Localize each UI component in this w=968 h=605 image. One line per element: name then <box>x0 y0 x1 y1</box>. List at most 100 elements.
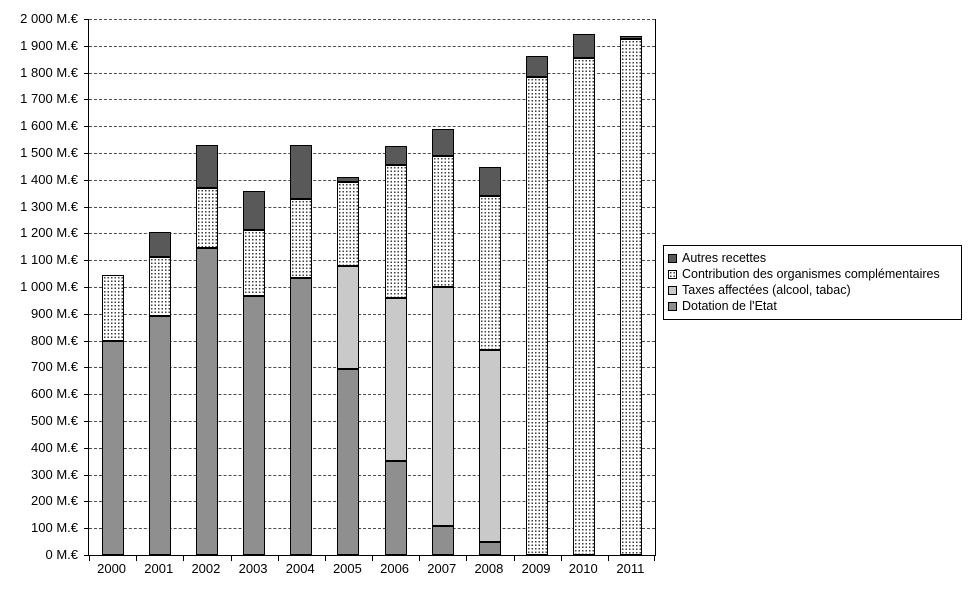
bar-segment <box>148 316 171 555</box>
x-axis-label: 2011 <box>616 561 645 576</box>
gridline <box>89 19 655 20</box>
x-axis-tick <box>419 556 421 561</box>
x-axis-tick <box>372 556 373 561</box>
bar-segment <box>573 34 596 58</box>
bar-segment <box>526 77 549 555</box>
y-axis-tick <box>84 313 89 315</box>
gridline <box>89 260 655 262</box>
bar-segment <box>431 156 454 287</box>
bar-segment <box>101 341 124 555</box>
bar-2006 <box>384 146 407 555</box>
bar-2009 <box>526 56 549 555</box>
gridline <box>89 45 655 47</box>
legend-label: Autres recettes <box>682 250 767 265</box>
y-axis-tick-label: 1 500 M.€ <box>20 145 78 160</box>
gridline <box>89 340 655 342</box>
legend-label: Dotation de l'Etat <box>682 298 777 313</box>
gridline <box>89 233 655 235</box>
gridline <box>89 287 655 288</box>
bar-segment <box>573 58 596 555</box>
y-axis-tick <box>84 19 89 20</box>
x-axis-tick <box>466 556 468 561</box>
x-axis-label: 2003 <box>238 561 268 576</box>
bar-segment <box>384 165 407 298</box>
x-axis-tick <box>513 556 515 561</box>
bar-2000 <box>101 275 124 555</box>
y-axis-tick-label: 1 100 M.€ <box>20 252 78 268</box>
bar-segment <box>148 232 171 257</box>
bar-2003 <box>243 191 266 555</box>
y-axis-tick-label: 2 000 M.€ <box>20 11 78 26</box>
bar-segment <box>290 199 313 278</box>
bar-segment <box>478 196 501 350</box>
legend-swatch <box>668 285 677 295</box>
x-axis-label: 2005 <box>332 561 362 576</box>
y-axis-tick <box>84 287 89 288</box>
x-axis: 2000 2001 2002 2003 2004 2005 2006 2007 2008 2009… <box>0 561 968 581</box>
plot-area <box>84 19 656 561</box>
y-axis-tick-label: 200 M.€ <box>31 493 78 509</box>
bar-segment <box>431 287 454 526</box>
y-axis-tick <box>84 233 89 235</box>
x-axis-label: 2007 <box>427 561 457 576</box>
bar-segment <box>290 278 313 555</box>
gridline <box>89 179 655 181</box>
legend-swatch <box>668 301 677 311</box>
y-axis-tick-label: 1 800 M.€ <box>20 64 78 80</box>
gridline <box>89 367 655 369</box>
bar-segment <box>620 39 643 555</box>
bar-segment <box>101 275 124 341</box>
y-axis-tick <box>84 153 89 154</box>
gridline <box>89 528 655 530</box>
bar-2011 <box>620 36 643 555</box>
gridline <box>89 72 655 74</box>
y-axis-tick <box>84 528 89 530</box>
x-axis-tick <box>607 556 609 561</box>
legend: Autres recettes Contribution des organism… <box>663 245 962 320</box>
y-axis-tick <box>84 260 89 262</box>
x-axis-tick <box>560 556 562 561</box>
y-axis-tick <box>84 421 89 422</box>
bar-segment <box>526 56 549 77</box>
bar-segment <box>195 248 218 555</box>
y-axis-tick <box>84 179 89 181</box>
x-axis-tick <box>183 556 185 561</box>
y-axis: 0 M.€ 100 M.€ 200 M.€ 300 M.€ 400 M.€ 500 M.€… <box>0 0 84 605</box>
bar-segment <box>195 145 218 188</box>
x-axis-tick <box>89 556 90 561</box>
y-axis-tick <box>84 474 89 476</box>
legend-label: Taxes affectées (alcool, tabac) <box>682 282 851 297</box>
y-axis-tick <box>84 447 89 449</box>
y-axis-tick-label: 1 700 M.€ <box>20 91 78 107</box>
bar-2005 <box>337 177 360 555</box>
bar-2008 <box>478 167 501 555</box>
gridline <box>89 421 655 422</box>
y-axis-tick-label: 400 M.€ <box>31 439 78 455</box>
bar-segment <box>148 257 171 316</box>
x-axis-label: 2006 <box>380 561 410 576</box>
gridline <box>89 474 655 476</box>
bar-segment <box>243 296 266 555</box>
y-axis-tick <box>84 555 89 556</box>
bar-2002 <box>195 145 218 555</box>
y-axis-tick <box>84 99 89 101</box>
bar-segment <box>290 145 313 199</box>
x-axis-label: 2001 <box>144 561 174 576</box>
gridline <box>89 126 655 128</box>
bar-segment <box>431 526 454 555</box>
y-axis-tick <box>84 501 89 503</box>
legend-item: Taxes affectées (alcool, tabac) <box>668 282 956 298</box>
y-axis-tick-label: 800 M.€ <box>31 332 78 348</box>
y-axis-tick-label: 100 M.€ <box>31 520 78 536</box>
bar-2010 <box>573 34 596 555</box>
bar-2004 <box>290 145 313 555</box>
bar-segment <box>431 129 454 156</box>
gridline <box>89 206 655 208</box>
x-axis-label: 2008 <box>474 561 504 576</box>
bar-segment <box>337 266 360 369</box>
bar-segment <box>195 188 218 248</box>
y-axis-tick-label: 1 900 M.€ <box>20 37 78 53</box>
gridline <box>89 447 655 449</box>
x-axis-tick <box>324 556 326 561</box>
